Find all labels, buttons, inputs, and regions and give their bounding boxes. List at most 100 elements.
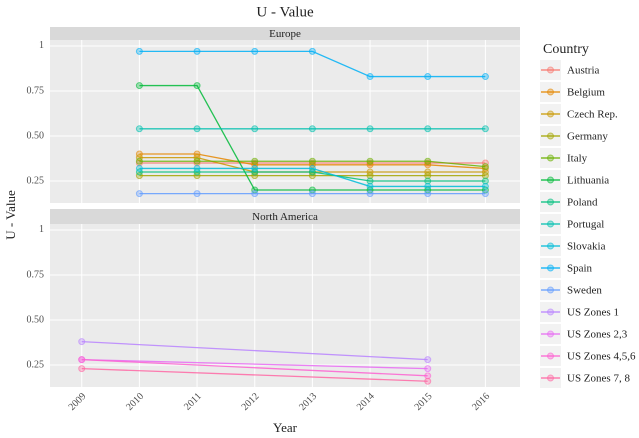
legend-label: US Zones 1 xyxy=(567,307,619,319)
x-tick-label: 2015 xyxy=(413,391,435,413)
data-point xyxy=(481,125,489,133)
legend-point xyxy=(547,330,554,338)
strip-background xyxy=(50,209,520,224)
x-tick-label: 2009 xyxy=(67,391,89,413)
data-point xyxy=(308,125,316,133)
data-point xyxy=(135,125,143,133)
series-line xyxy=(81,367,428,382)
series-line xyxy=(139,171,486,182)
data-point xyxy=(424,190,432,198)
data-point xyxy=(135,157,143,165)
legend-label: US Zones 2,3 xyxy=(567,329,628,341)
legend-point xyxy=(547,242,554,250)
data-point xyxy=(424,177,432,185)
panel-background xyxy=(50,40,520,203)
data-point xyxy=(135,82,143,90)
data-point xyxy=(193,125,201,133)
legend-point xyxy=(547,154,554,162)
legend-label: Spain xyxy=(567,263,593,275)
x-tick-label: 2016 xyxy=(470,391,492,413)
data-point xyxy=(251,125,259,133)
data-point xyxy=(481,163,489,171)
data-point xyxy=(135,47,143,55)
series-line xyxy=(139,84,486,191)
legend-label: US Zones 4,5,6 xyxy=(567,351,636,363)
series-line xyxy=(81,358,428,370)
legend-point xyxy=(547,286,554,294)
legend-point xyxy=(547,352,554,360)
legend-point xyxy=(547,220,554,228)
data-point xyxy=(193,47,201,55)
y-tick-label: 0.50 xyxy=(27,130,45,141)
data-point xyxy=(424,157,432,165)
y-tick-label: 0.75 xyxy=(27,269,45,280)
data-point xyxy=(481,177,489,185)
legend-label: Austria xyxy=(567,65,600,77)
data-point xyxy=(481,172,489,180)
data-point xyxy=(366,73,374,81)
data-point xyxy=(424,372,432,380)
legend-label: Czech Rep. xyxy=(567,109,618,121)
legend-point xyxy=(547,110,554,118)
legend-point xyxy=(547,198,554,206)
data-point xyxy=(193,157,201,165)
legend-label: Belgium xyxy=(567,87,605,99)
x-tick-label: 2014 xyxy=(355,391,377,413)
data-point xyxy=(251,164,259,172)
y-axis-label: U - Value xyxy=(3,190,18,240)
legend-point xyxy=(547,308,554,316)
panel-background xyxy=(50,224,520,387)
data-point xyxy=(481,73,489,81)
strip-background xyxy=(50,27,520,40)
data-point xyxy=(366,177,374,185)
series-line xyxy=(81,340,428,361)
data-point xyxy=(424,172,432,180)
legend-label: Poland xyxy=(567,197,598,209)
data-point xyxy=(193,82,201,90)
data-point xyxy=(135,190,143,198)
x-tick-label: 2011 xyxy=(182,391,204,413)
data-point xyxy=(481,182,489,190)
data-point xyxy=(366,172,374,180)
legend-label: Slovakia xyxy=(567,241,606,253)
data-point xyxy=(78,365,86,373)
data-point xyxy=(424,182,432,190)
data-point xyxy=(308,190,316,198)
data-point xyxy=(135,164,143,172)
legend-title: Country xyxy=(543,42,589,57)
data-point xyxy=(366,190,374,198)
legend-point xyxy=(547,88,554,96)
y-tick-label: 0.25 xyxy=(27,175,45,186)
data-point xyxy=(366,157,374,165)
chart-title: U - Value xyxy=(256,4,314,20)
data-point xyxy=(308,47,316,55)
legend-label: Germany xyxy=(567,131,608,143)
legend-point xyxy=(547,66,554,74)
data-point xyxy=(251,190,259,198)
y-tick-label: 0.50 xyxy=(27,314,45,325)
x-tick-label: 2013 xyxy=(297,391,319,413)
series-line xyxy=(139,153,486,170)
series-line xyxy=(81,358,428,377)
x-tick-label: 2010 xyxy=(124,391,146,413)
data-point xyxy=(424,356,432,364)
data-point xyxy=(424,377,432,385)
y-tick-label: 0.75 xyxy=(27,85,45,96)
data-point xyxy=(308,164,316,172)
legend-label: Portugal xyxy=(567,219,604,231)
data-point xyxy=(308,157,316,165)
series-line xyxy=(139,167,486,188)
data-point xyxy=(78,356,86,364)
data-point xyxy=(366,182,374,190)
data-point xyxy=(193,190,201,198)
legend-label: Sweden xyxy=(567,285,602,297)
x-axis-label: Year xyxy=(273,420,298,435)
data-point xyxy=(366,125,374,133)
data-point xyxy=(193,164,201,172)
data-point xyxy=(481,190,489,198)
strip-label: North America xyxy=(252,211,318,223)
y-tick-label: 1 xyxy=(39,224,44,235)
legend-point xyxy=(547,374,554,382)
series-line xyxy=(139,50,486,78)
